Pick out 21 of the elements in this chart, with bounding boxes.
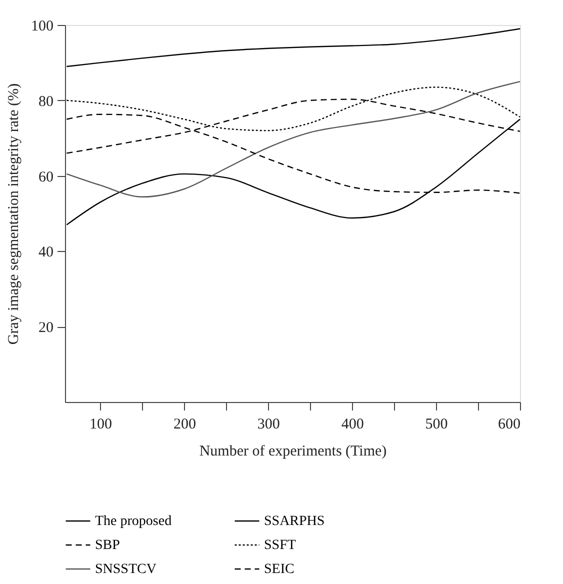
y-tick-label: 40 — [38, 244, 54, 261]
x-tick-label: 300 — [257, 416, 280, 432]
legend-label: The proposed — [95, 514, 172, 529]
legend-label: SNSSTCV — [95, 562, 156, 577]
y-tick-label: 20 — [38, 320, 54, 336]
legend-label: SSARPHS — [264, 514, 325, 529]
legend-label: SEIC — [264, 562, 294, 577]
line-series — [66, 28, 521, 68]
y-tick-label: 60 — [38, 169, 54, 186]
line-series — [66, 80, 521, 198]
x-tick-label: 400 — [341, 416, 364, 432]
x-tick-label: 500 — [425, 416, 448, 432]
y-axis-title: Gray image segmentation integrity rate (%) — [6, 83, 22, 345]
x-tick-label: 600 — [498, 416, 520, 432]
y-tick-label: 100 — [31, 18, 54, 34]
x-axis-title: Number of experiments (Time) — [199, 444, 387, 460]
y-tick-label: 80 — [38, 94, 54, 110]
x-tick-label: 100 — [90, 416, 112, 432]
legend-label: SSFT — [264, 538, 296, 553]
legend-label: SBP — [95, 538, 120, 553]
x-tick-label: 200 — [173, 416, 196, 432]
